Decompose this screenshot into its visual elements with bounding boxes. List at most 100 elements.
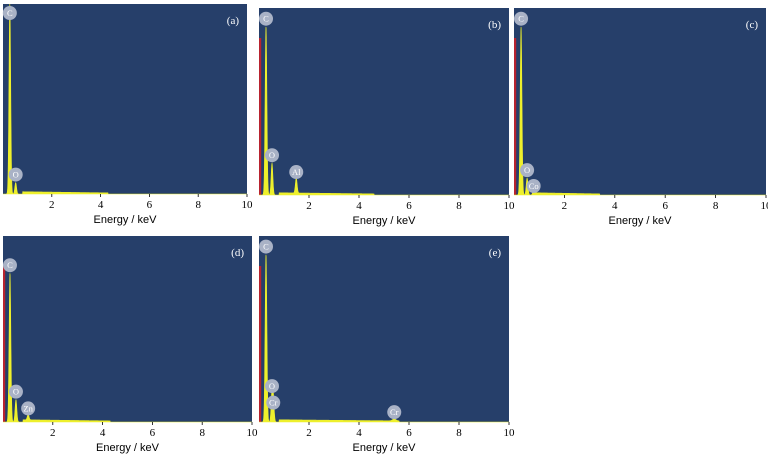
peak-label-text: O [13,170,19,180]
panel-label: (e) [489,247,502,259]
x-axis-title: Energy / keV [94,214,158,226]
x-tick-label: 2 [50,427,56,439]
x-tick-label: 4 [98,199,104,211]
x-tick-label: 2 [306,200,312,212]
peak-label-text: C [518,14,524,24]
peak-label-text: Al [292,167,301,177]
zero-peak-marker [259,38,262,195]
x-tick-label: 8 [713,200,719,212]
x-tick-label: 6 [147,199,153,211]
peak-label-text: O [269,381,275,391]
x-tick-label: 10 [504,200,516,212]
peak-label-o: O [265,379,279,394]
x-tick-label: 8 [456,427,462,439]
plot-background [3,4,247,194]
x-tick-label: 4 [356,427,362,439]
plot-background [514,8,766,195]
peak-label-circle [387,405,402,420]
x-axis-title: Energy / keV [609,215,673,227]
x-tick-label: 10 [242,199,254,211]
peak-label-text: O [13,387,19,397]
x-tick-label: 2 [49,199,55,211]
peak-label-text: C [7,8,13,18]
peak-label-circle [266,395,281,410]
spectrum-trace [514,26,766,196]
peak-label-zn: Zn [21,401,36,416]
x-axis-title: Energy / keV [353,215,417,227]
x-tick-label: 8 [195,199,201,211]
peak-label-circle [8,384,23,399]
peak-label-circle [514,11,529,26]
peak-label-text: C [263,14,269,24]
spectrum-panel-a: C O (a) 2 4 6 8 10 Energy / keV [2,4,254,226]
spectrum-panel-b: C O Al (b) 2 4 6 8 10 Energy / keV [259,8,515,227]
peak-label-circle [265,379,279,394]
peak-label-circle [8,167,23,182]
peak-label-cr: Cr [387,405,402,420]
x-tick-label: 6 [406,200,412,212]
peak-label-text: O [524,165,530,175]
peak-label-cr: Cr [266,395,281,410]
peak-label-circle [289,165,304,180]
peak-label-text: C [263,242,269,252]
spectrum-trace [3,4,247,195]
panel-label: (a) [227,15,240,27]
x-tick-label: 4 [100,427,106,439]
spectrum-trace [3,273,252,423]
x-tick-label: 10 [247,427,259,439]
peak-label-text: Co [529,181,539,191]
x-tick-label: 10 [761,200,768,212]
spectrum-trace [259,254,509,423]
peak-label-al: Al [289,165,304,180]
x-tick-label: 8 [456,200,462,212]
peak-label-circle [265,148,279,163]
peak-label-circle [526,179,541,193]
x-tick-label: 10 [504,427,516,439]
peak-label-o: O [8,384,23,399]
peak-label-c: C [259,239,273,254]
peak-label-text: C [7,260,13,270]
peak-label-circle [21,401,36,416]
peak-label-circle [2,6,17,20]
x-axis-title: Energy / keV [96,442,160,454]
x-tick-label: 2 [562,200,568,212]
x-tick-label: 4 [612,200,618,212]
panel-label: (b) [488,19,501,31]
peak-label-text: Cr [390,407,399,417]
zero-peak-marker [259,266,262,422]
zero-peak-marker [3,266,6,422]
panel-label: (c) [746,19,759,31]
peak-label-circle [259,11,273,26]
peak-label-circle [520,163,535,178]
peak-label-text: O [269,150,275,160]
plot-background [259,236,509,422]
peak-label-o: O [8,167,23,182]
x-tick-label: 6 [662,200,668,212]
zero-peak-marker [514,38,517,195]
peak-label-c: C [514,11,529,26]
peak-label-o: O [265,148,279,163]
peak-label-text: Zn [23,403,33,413]
spectrum-panel-d: C O Zn (d) 2 4 6 8 10 Energy / keV [2,236,259,454]
peak-label-c: C [2,6,17,20]
peak-label-c: C [2,258,17,273]
x-tick-label: 6 [406,427,412,439]
plot-background [3,236,252,422]
spectrum-panel-e: C O Cr Cr (e) 2 4 6 8 10 Energy / keV [259,236,515,454]
spectrum-panel-c: C O Co (c) 2 4 6 8 10 Energy / keV [514,8,768,227]
panel-label: (d) [231,247,244,259]
x-axis-title: Energy / keV [353,442,417,454]
peak-label-c: C [259,11,273,26]
x-tick-label: 6 [150,427,156,439]
x-tick-label: 8 [199,427,205,439]
x-tick-label: 4 [356,200,362,212]
plot-background [259,8,509,195]
peak-label-o: O [520,163,535,178]
x-tick-label: 2 [306,427,312,439]
peak-label-co: Co [526,179,541,193]
spectrum-trace [259,26,509,196]
peak-label-circle [2,258,17,273]
peak-label-circle [259,239,273,254]
peak-label-text: Cr [269,398,278,408]
